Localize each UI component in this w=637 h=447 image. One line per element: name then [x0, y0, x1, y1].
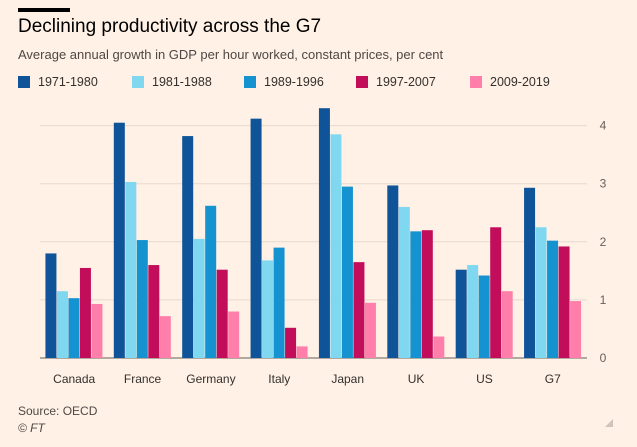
bar-1971-1980-US — [455, 269, 467, 358]
legend-label: 1981-1988 — [152, 75, 212, 89]
legend-label: 2009-2019 — [490, 75, 550, 89]
legend-label: 1997-2007 — [376, 75, 436, 89]
bar-1989-1996-US — [478, 275, 490, 358]
ft-top-bar — [18, 8, 70, 12]
chart-title: Declining productivity across the G7 — [18, 16, 322, 37]
y-tick-label: 4 — [600, 119, 607, 133]
bar-2009-2019-Italy — [296, 346, 308, 358]
x-tick-label: UK — [408, 372, 425, 386]
bar-1971-1980-Germany — [182, 136, 194, 358]
bar-1989-1996-UK — [410, 231, 422, 358]
y-tick-label: 1 — [600, 293, 607, 307]
bar-2009-2019-UK — [433, 336, 445, 358]
bar-1997-2007-US — [490, 227, 502, 358]
bar-1971-1980-France — [113, 122, 125, 358]
legend-item-1997-2007: 1997-2007 — [356, 75, 436, 89]
legend-swatch — [356, 76, 368, 88]
bar-1981-1988-Canada — [56, 291, 68, 358]
legend-label: 1971-1980 — [38, 75, 98, 89]
bar-1981-1988-France — [125, 181, 137, 358]
chart-subtitle: Average annual growth in GDP per hour wo… — [18, 47, 444, 62]
y-tick-label: 2 — [600, 235, 607, 249]
y-tick-label: 3 — [600, 177, 607, 191]
legend-label: 1989-1996 — [264, 75, 324, 89]
bar-1981-1988-US — [467, 265, 479, 358]
bar-2009-2019-Japan — [364, 302, 376, 358]
bar-1989-1996-Japan — [341, 186, 353, 358]
x-tick-label: Canada — [53, 372, 95, 386]
x-tick-label: Japan — [331, 372, 364, 386]
bar-1971-1980-G7 — [524, 187, 536, 358]
bar-1997-2007-Germany — [216, 269, 228, 358]
bar-2009-2019-Canada — [91, 303, 103, 358]
legend-swatch — [244, 76, 256, 88]
bar-1981-1988-Germany — [193, 238, 205, 358]
legend-swatch — [132, 76, 144, 88]
bar-1989-1996-Italy — [273, 247, 285, 358]
bar-1981-1988-Japan — [330, 134, 342, 358]
source-note: Source: OECD — [18, 404, 98, 418]
legend-item-1971-1980: 1971-1980 — [18, 75, 98, 89]
bar-1989-1996-Canada — [68, 298, 80, 358]
bar-1989-1996-G7 — [547, 240, 559, 358]
x-tick-label: France — [124, 372, 162, 386]
ft-credit: © FT — [18, 421, 45, 435]
x-tick-label: US — [476, 372, 493, 386]
bar-1981-1988-G7 — [535, 227, 547, 358]
bar-1981-1988-Italy — [262, 260, 274, 358]
bar-2009-2019-US — [501, 291, 513, 358]
legend-item-1981-1988: 1981-1988 — [132, 75, 212, 89]
bar-1971-1980-Italy — [250, 118, 262, 359]
bar-1989-1996-Germany — [205, 205, 217, 358]
resize-handle-icon — [605, 419, 613, 427]
x-tick-label: Germany — [186, 372, 235, 386]
legend-swatch — [470, 76, 482, 88]
legend-item-1989-1996: 1989-1996 — [244, 75, 324, 89]
legend-item-2009-2019: 2009-2019 — [470, 75, 550, 89]
bar-1997-2007-Japan — [353, 262, 365, 358]
bar-1997-2007-Canada — [79, 267, 91, 358]
bar-1981-1988-UK — [398, 206, 410, 358]
bar-2009-2019-France — [159, 316, 171, 358]
bar-1997-2007-UK — [421, 230, 433, 358]
bar-1989-1996-France — [136, 240, 148, 358]
bar-1971-1980-Canada — [45, 253, 57, 358]
x-tick-label: Italy — [268, 372, 290, 386]
bar-2009-2019-Germany — [228, 311, 240, 358]
y-tick-label: 0 — [600, 351, 607, 365]
bar-1997-2007-France — [148, 265, 160, 358]
bar-1971-1980-Japan — [318, 108, 330, 358]
bar-2009-2019-G7 — [570, 301, 582, 358]
legend-swatch — [18, 76, 30, 88]
x-tick-label: G7 — [545, 372, 561, 386]
bar-1971-1980-UK — [387, 185, 399, 358]
bar-1997-2007-Italy — [285, 327, 297, 358]
bar-1997-2007-G7 — [558, 246, 570, 358]
